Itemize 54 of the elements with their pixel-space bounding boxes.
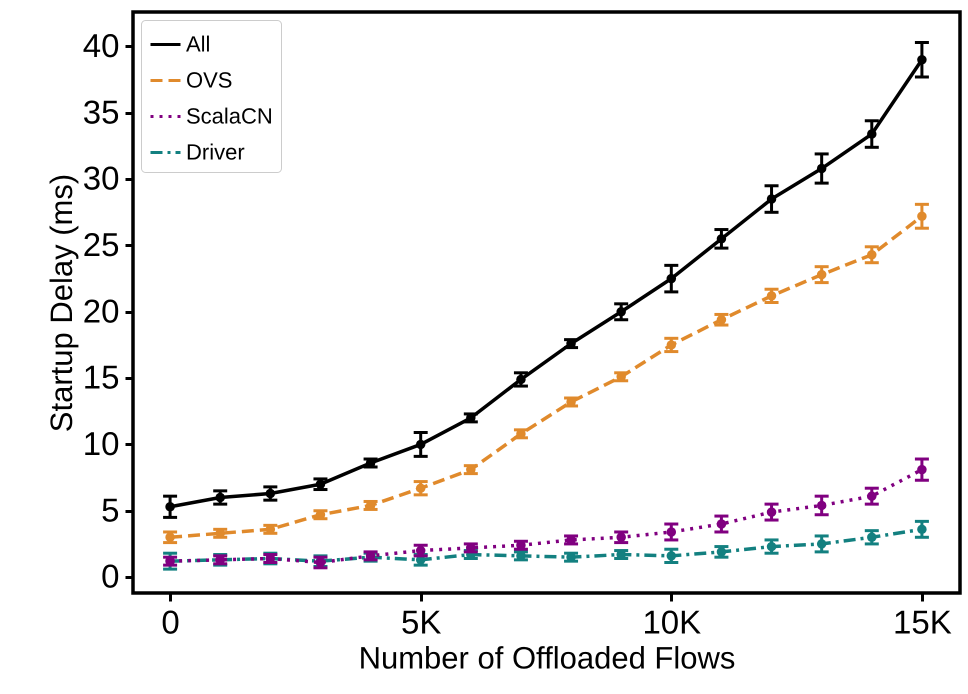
- point: [867, 532, 877, 542]
- y-tick-label: 40: [82, 26, 120, 64]
- y-axis-title: Startup Delay (ms): [44, 174, 79, 432]
- point: [917, 524, 927, 534]
- legend-label: All: [186, 32, 210, 56]
- legend-label: Driver: [186, 140, 245, 164]
- point: [666, 274, 676, 284]
- point: [666, 551, 676, 561]
- point: [716, 519, 726, 529]
- point: [416, 483, 426, 493]
- point: [316, 479, 326, 489]
- point: [816, 500, 826, 510]
- point: [215, 492, 225, 502]
- point: [716, 315, 726, 324]
- point: [165, 532, 175, 542]
- point: [416, 440, 426, 450]
- point: [716, 234, 726, 244]
- legend-label: ScalaCN: [186, 104, 273, 128]
- point: [816, 539, 826, 549]
- point: [266, 488, 276, 498]
- point: [766, 194, 776, 204]
- point: [666, 340, 676, 350]
- point: [867, 491, 877, 501]
- y-tick-label: 35: [82, 93, 120, 130]
- y-tick-label: 15: [82, 358, 120, 396]
- x-axis-title: Number of Offloaded Flows: [358, 640, 736, 676]
- point: [716, 547, 726, 557]
- x-tick-label: 15K: [893, 604, 952, 640]
- point: [416, 546, 426, 556]
- point: [867, 129, 877, 139]
- y-tick-label: 25: [82, 226, 120, 263]
- legend-label: OVS: [186, 68, 232, 92]
- point: [917, 212, 927, 222]
- point: [816, 270, 826, 280]
- point: [516, 374, 526, 384]
- x-tick-label: 0: [161, 604, 180, 640]
- point: [917, 464, 927, 474]
- y-tick-label: 10: [82, 424, 120, 462]
- point: [616, 532, 626, 542]
- point: [766, 507, 776, 517]
- point: [766, 291, 776, 301]
- x-tick-label: 5K: [401, 604, 442, 640]
- y-tick-label: 30: [82, 160, 120, 197]
- x-tick-label: 10K: [642, 604, 702, 640]
- point: [616, 307, 626, 317]
- point: [867, 250, 877, 260]
- y-tick-label: 20: [82, 292, 120, 330]
- point: [165, 502, 175, 512]
- point: [917, 55, 927, 64]
- y-tick-label: 0: [101, 558, 120, 595]
- y-tick-label: 5: [101, 491, 120, 528]
- point: [666, 527, 676, 537]
- point: [766, 542, 776, 552]
- point: [816, 164, 826, 174]
